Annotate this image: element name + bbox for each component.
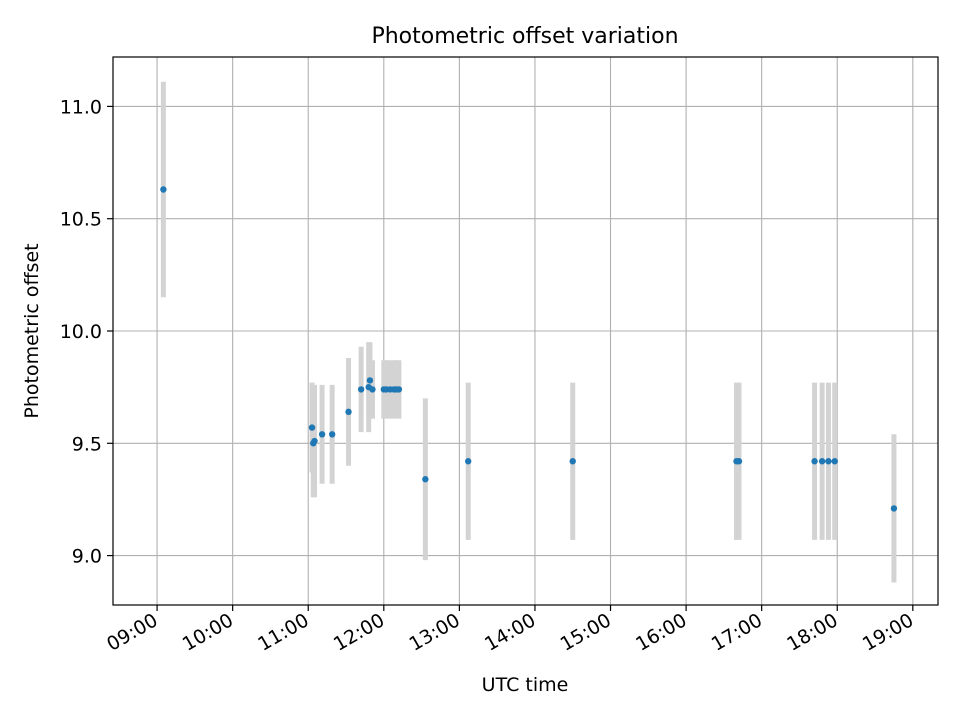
- data-point: [311, 437, 318, 445]
- data-point: [818, 458, 826, 465]
- data-point: [328, 431, 336, 438]
- data-point: [357, 386, 365, 393]
- y-tick-label: 9.5: [72, 433, 102, 455]
- data-point: [345, 408, 352, 416]
- y-tick-label: 11.0: [60, 96, 102, 118]
- data-point: [569, 458, 576, 465]
- y-tick-label: 9.0: [72, 546, 102, 568]
- y-tick-label: 10.0: [60, 321, 102, 343]
- data-point: [318, 431, 326, 438]
- data-point: [422, 476, 429, 483]
- data-point: [735, 458, 743, 465]
- y-tick-label: 10.5: [60, 209, 102, 231]
- data-point: [395, 386, 403, 393]
- data-point: [464, 458, 472, 465]
- data-point: [366, 377, 374, 384]
- chart-title: Photometric offset variation: [371, 24, 678, 49]
- x-axis-label: UTC time: [482, 674, 569, 696]
- data-point: [369, 386, 376, 393]
- y-axis-ticks: 9.0 9.5 10.0 10.5 11.0: [60, 96, 113, 568]
- y-axis-label: Photometric offset: [21, 243, 43, 418]
- data-point: [825, 458, 832, 465]
- data-point: [890, 505, 898, 512]
- data-point: [160, 186, 167, 193]
- data-point: [811, 458, 818, 465]
- data-points: [160, 186, 898, 512]
- data-point: [831, 458, 838, 465]
- grid: [113, 57, 938, 605]
- data-point: [308, 424, 316, 431]
